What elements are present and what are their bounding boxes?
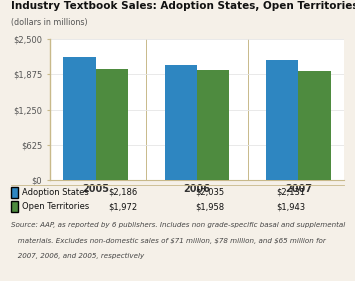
Bar <box>197 70 229 180</box>
Bar <box>299 71 331 180</box>
Bar <box>95 69 128 180</box>
Text: (dollars in millions): (dollars in millions) <box>11 18 87 27</box>
Text: $1,972: $1,972 <box>108 202 137 211</box>
Text: $1,958: $1,958 <box>195 202 224 211</box>
Text: $2,131: $2,131 <box>277 188 306 197</box>
Bar <box>63 57 95 180</box>
Text: $2,035: $2,035 <box>195 188 224 197</box>
Text: materials. Excludes non-domestic sales of $71 million, $78 million, and $65 mill: materials. Excludes non-domestic sales o… <box>11 237 326 244</box>
Text: Adoption States: Adoption States <box>22 188 89 197</box>
Text: Industry Textbook Sales: Adoption States, Open Territories (Pre-K–12): Industry Textbook Sales: Adoption States… <box>11 1 355 12</box>
Bar <box>165 65 197 180</box>
Text: 2007, 2006, and 2005, respectively: 2007, 2006, and 2005, respectively <box>11 253 144 259</box>
Text: $2,186: $2,186 <box>108 188 137 197</box>
Bar <box>266 60 299 180</box>
Text: Open Territories: Open Territories <box>22 202 89 211</box>
Text: Source: AAP, as reported by 6 publishers. Includes non grade-specific basal and : Source: AAP, as reported by 6 publishers… <box>11 222 345 228</box>
Text: $1,943: $1,943 <box>277 202 306 211</box>
